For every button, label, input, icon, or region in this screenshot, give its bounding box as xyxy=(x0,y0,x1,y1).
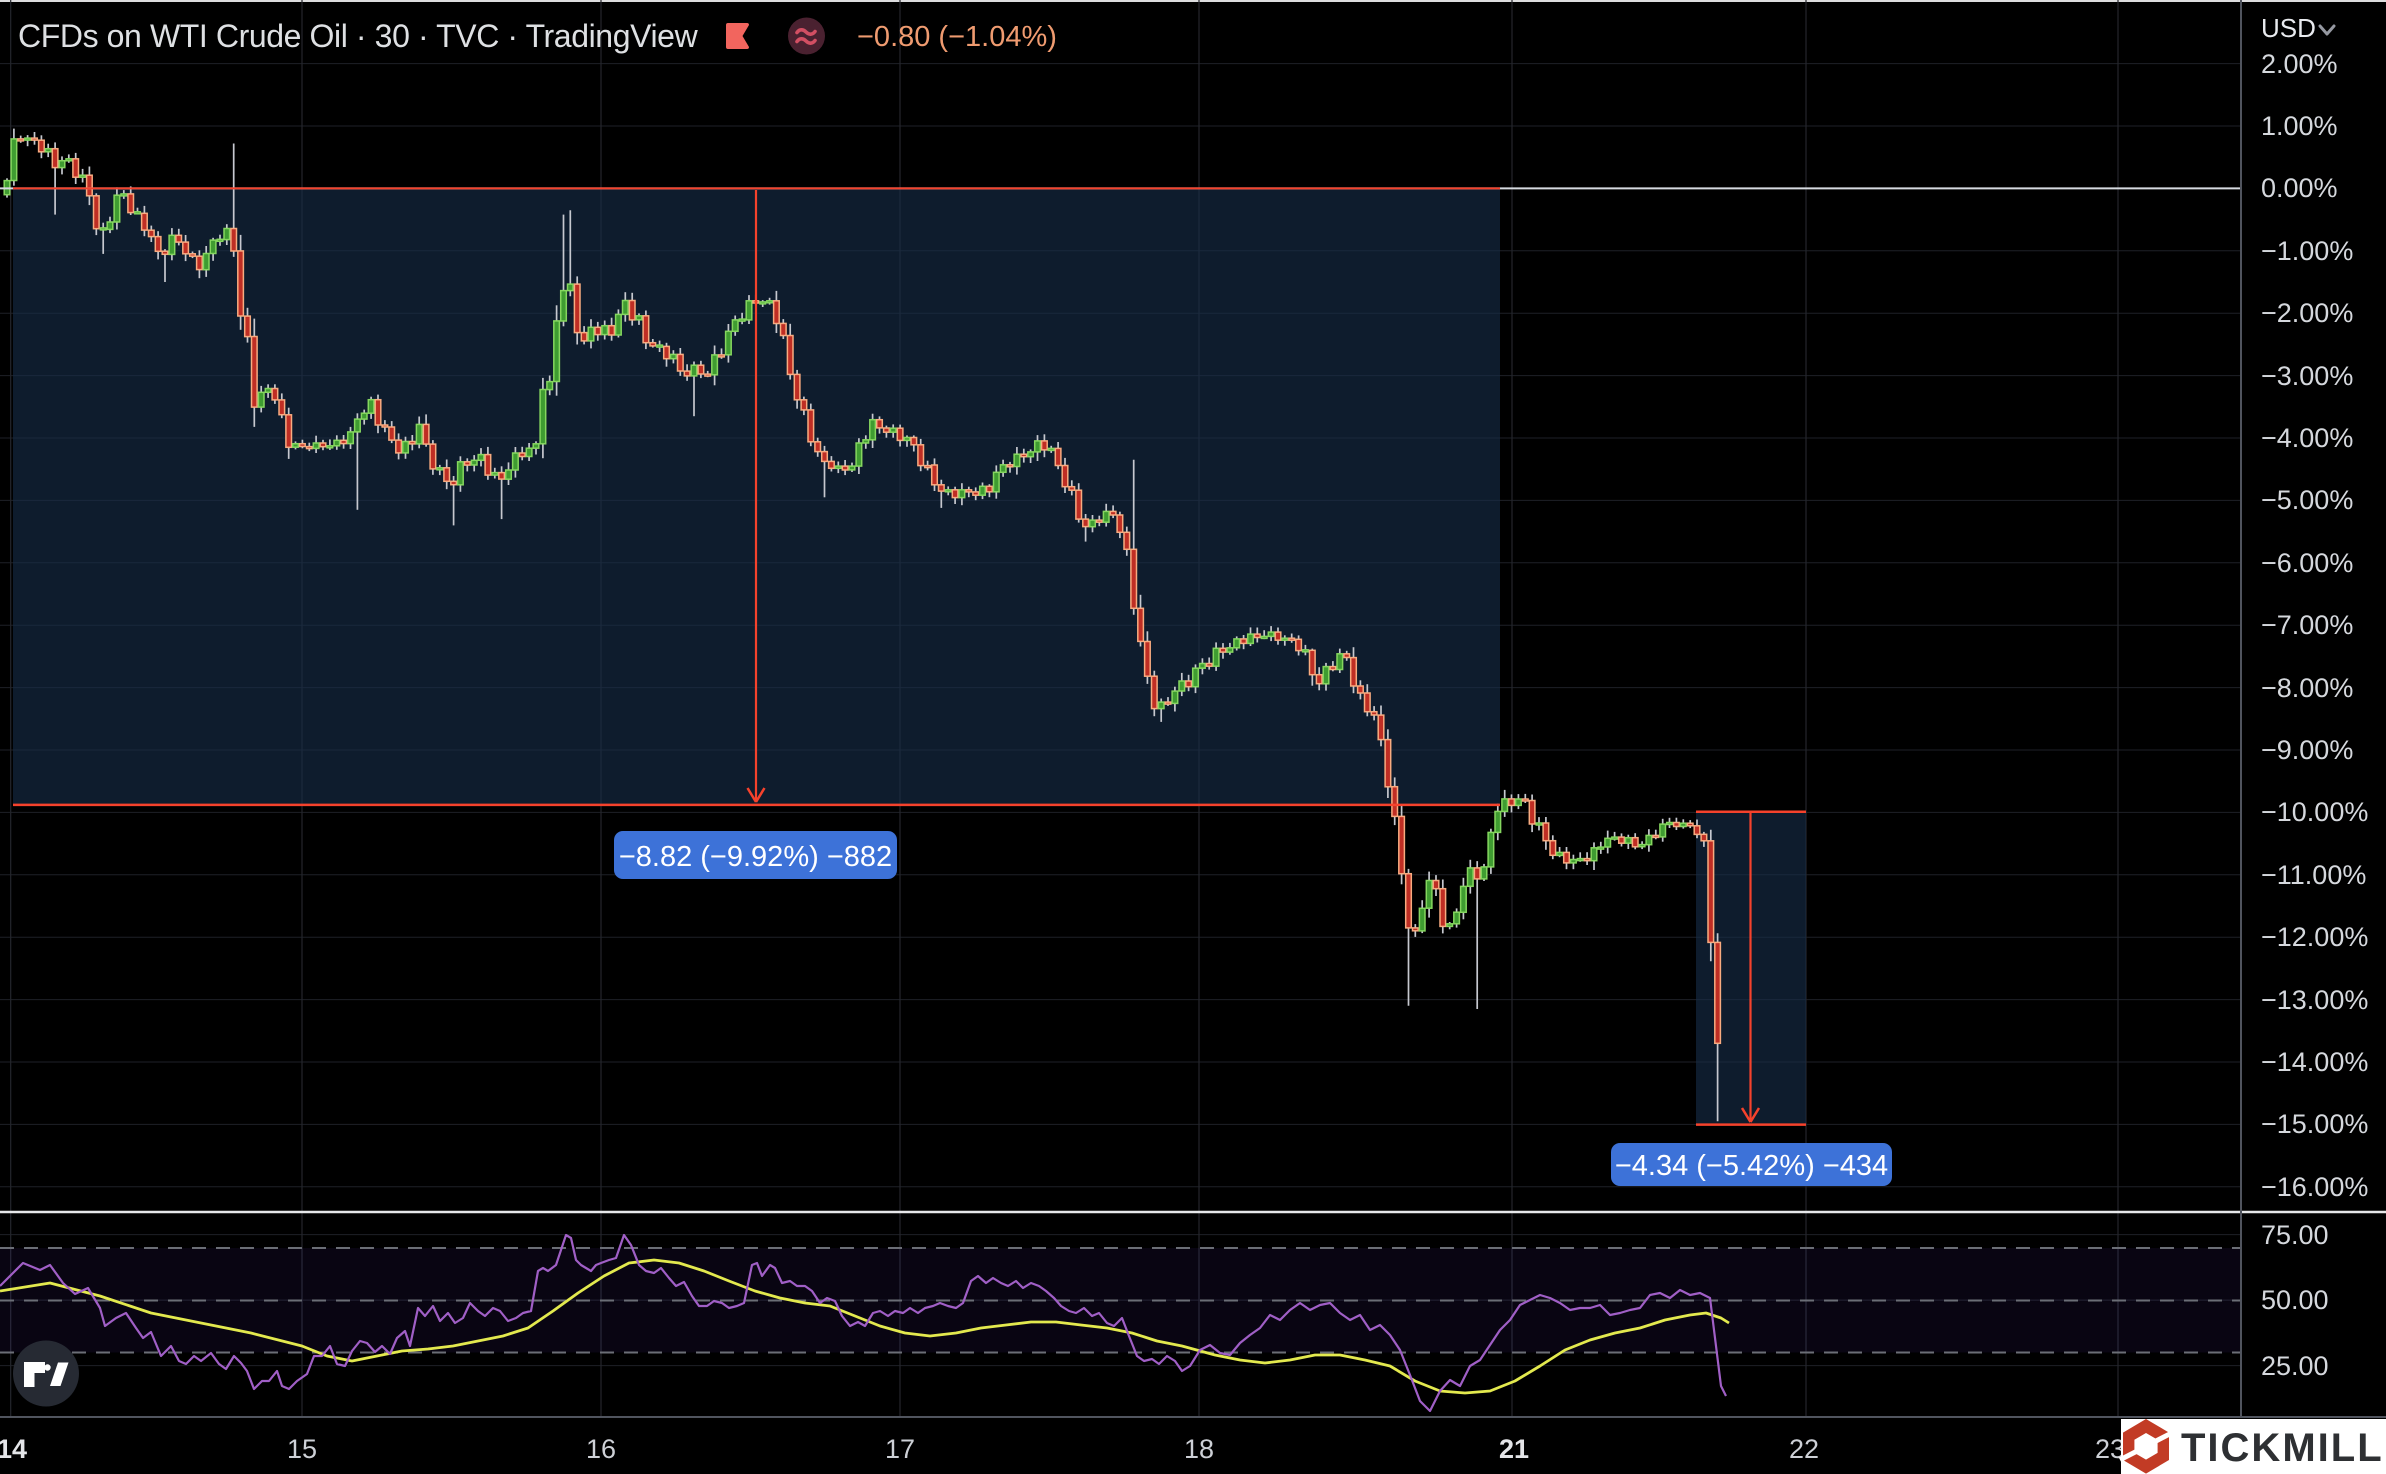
svg-text:−9.00%: −9.00% xyxy=(2261,735,2353,765)
svg-text:TICKMILL: TICKMILL xyxy=(2181,1426,2384,1470)
svg-text:−13.00%: −13.00% xyxy=(2261,985,2368,1015)
svg-text:−8.00%: −8.00% xyxy=(2261,673,2353,703)
svg-text:1.00%: 1.00% xyxy=(2261,111,2338,141)
svg-text:−6.00%: −6.00% xyxy=(2261,548,2353,578)
svg-text:0.00%: 0.00% xyxy=(2261,173,2338,203)
svg-text:21: 21 xyxy=(1499,1434,1529,1464)
svg-text:50.00: 50.00 xyxy=(2261,1285,2329,1315)
svg-text:−15.00%: −15.00% xyxy=(2261,1109,2368,1139)
svg-text:CFDs on WTI Crude Oil · 30 · T: CFDs on WTI Crude Oil · 30 · TVC · Tradi… xyxy=(18,18,699,54)
svg-text:USD: USD xyxy=(2261,13,2316,43)
svg-text:22: 22 xyxy=(1789,1434,1819,1464)
svg-text:16: 16 xyxy=(586,1434,616,1464)
svg-text:−10.00%: −10.00% xyxy=(2261,797,2368,827)
svg-text:−11.00%: −11.00% xyxy=(2261,860,2366,890)
svg-text:−7.00%: −7.00% xyxy=(2261,610,2353,640)
svg-text:−5.00%: −5.00% xyxy=(2261,485,2353,515)
svg-text:18: 18 xyxy=(1184,1434,1214,1464)
svg-text:−1.00%: −1.00% xyxy=(2261,236,2353,266)
svg-text:25.00: 25.00 xyxy=(2261,1351,2329,1381)
svg-text:14: 14 xyxy=(0,1434,27,1464)
svg-text:−12.00%: −12.00% xyxy=(2261,922,2368,952)
svg-text:17: 17 xyxy=(885,1434,915,1464)
svg-text:75.00: 75.00 xyxy=(2261,1220,2329,1250)
svg-text:−4.34 (−5.42%) −434: −4.34 (−5.42%) −434 xyxy=(1615,1150,1888,1182)
svg-text:−16.00%: −16.00% xyxy=(2261,1172,2368,1202)
svg-text:−8.82 (−9.92%) −882: −8.82 (−9.92%) −882 xyxy=(619,841,892,873)
svg-text:−3.00%: −3.00% xyxy=(2261,361,2353,391)
svg-text:2.00%: 2.00% xyxy=(2261,49,2338,79)
svg-text:−14.00%: −14.00% xyxy=(2261,1047,2368,1077)
svg-text:−4.00%: −4.00% xyxy=(2261,423,2353,453)
svg-text:−2.00%: −2.00% xyxy=(2261,298,2353,328)
svg-text:15: 15 xyxy=(287,1434,317,1464)
svg-text:−0.80 (−1.04%): −0.80 (−1.04%) xyxy=(857,21,1057,53)
